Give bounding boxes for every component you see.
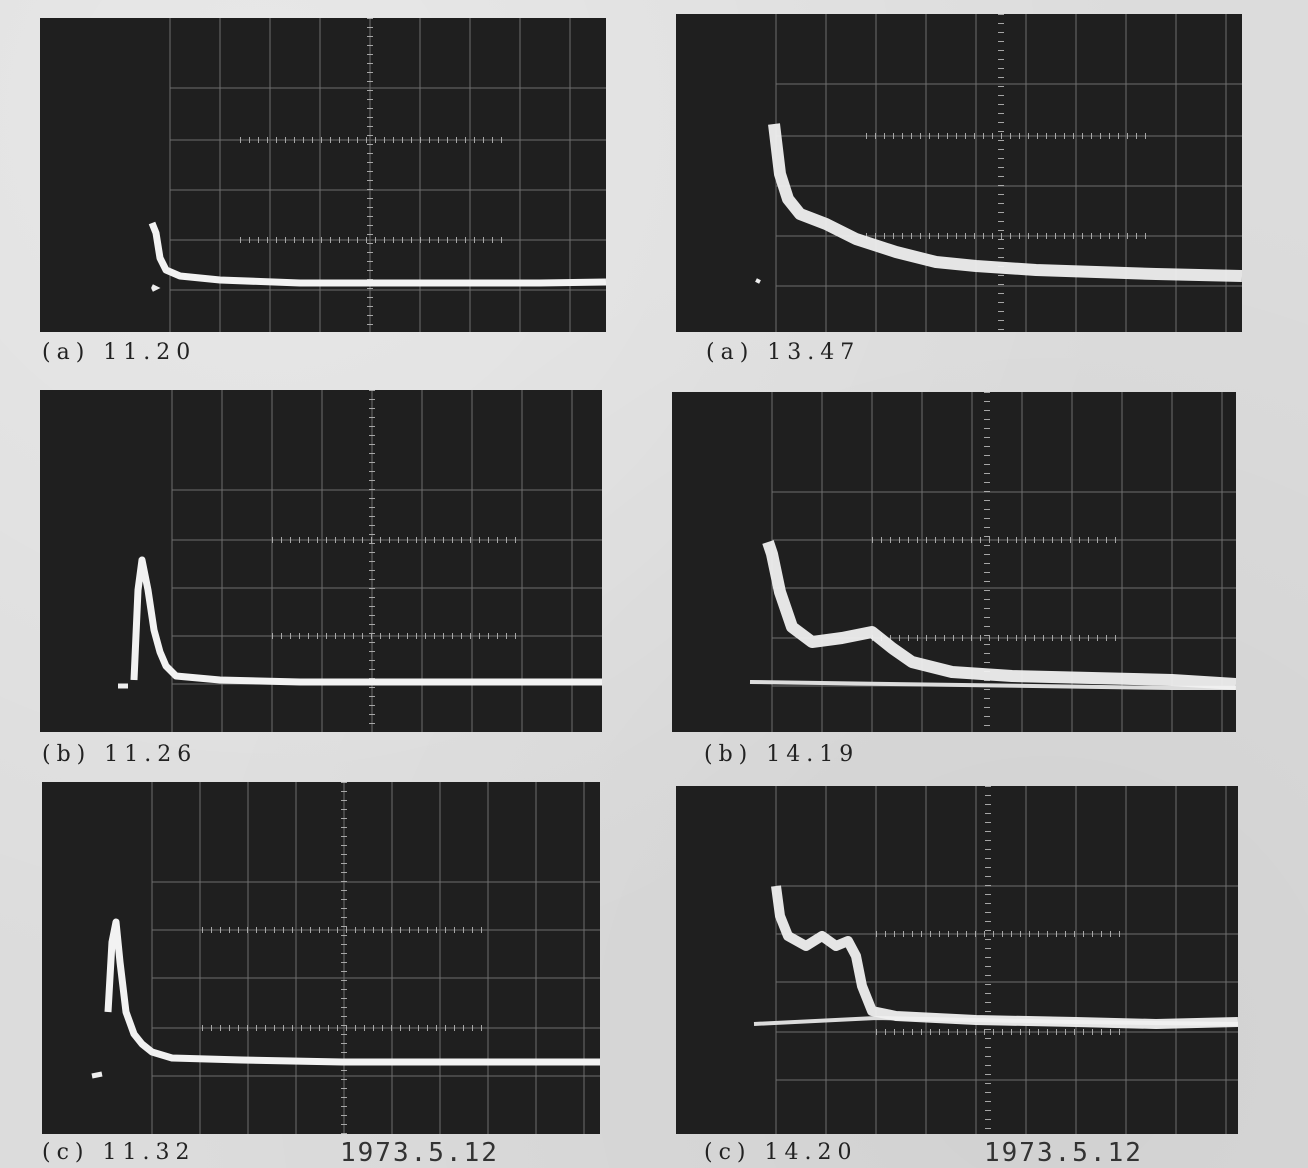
oscilloscope-screen-a-left [40,18,606,332]
scope-grid-and-trace [118,390,602,732]
scope-grid-and-trace [753,786,1238,1134]
date-label-right: 1973.5.12 [984,1138,1143,1168]
panel-caption-b-left: (b) 11.26 [42,742,198,767]
panel-caption-b-right: (b) 14.19 [704,742,860,767]
oscilloscope-screen-c-right [676,786,1238,1134]
oscilloscope-screen-a-right [676,14,1242,332]
panel-caption-a-right: (a) 13.47 [706,340,861,365]
date-label-left: 1973.5.12 [340,1138,499,1168]
scope-grid-and-trace [755,14,1242,332]
oscilloscope-screen-b-left [40,390,602,732]
scope-grid-and-trace [749,392,1236,732]
oscilloscope-screen-b-right [672,392,1236,732]
panel-caption-c-left: (c) 11.32 [42,1140,196,1165]
panel-caption-c-right: (c) 14.20 [704,1140,858,1165]
oscilloscope-screen-c-left [42,782,600,1134]
scope-grid-and-trace [148,18,606,332]
scope-grid-and-trace [91,782,600,1134]
panel-caption-a-left: (a) 11.20 [42,340,197,365]
